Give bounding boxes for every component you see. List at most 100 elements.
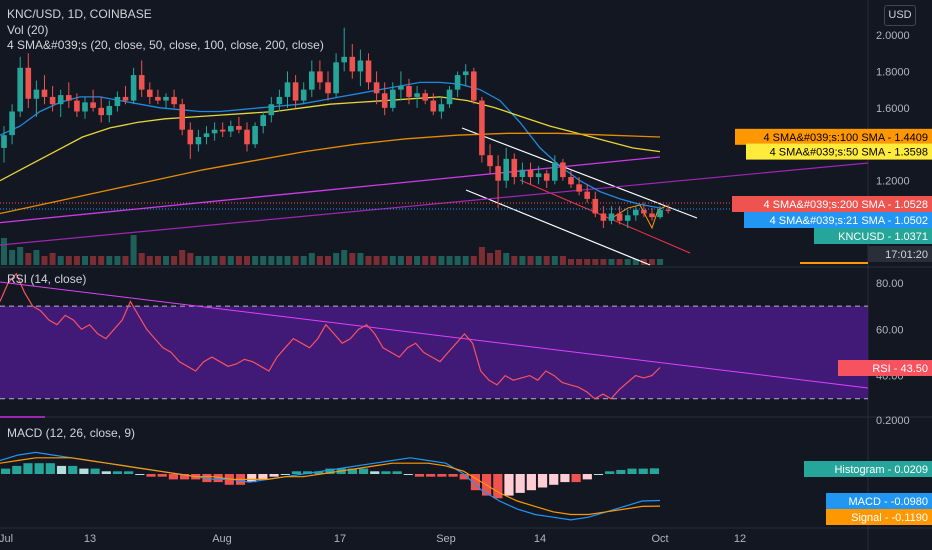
purple-trendline[interactable] [0,162,869,246]
volume-bar [252,256,259,265]
macd-histogram-bar [414,474,425,477]
candle-body [82,102,88,112]
candle-body [122,96,129,101]
candle-body [487,155,493,167]
time-axis-label: 17 [334,533,346,545]
candle-body [236,126,242,130]
time-axis-label: Sep [436,533,456,545]
candle-body [592,198,599,214]
volume-bar [600,259,607,265]
macd-histogram-bar [582,474,592,480]
volume-bar [527,256,534,265]
currency-button[interactable]: USD [884,5,916,26]
macd-histogram-bar [437,474,447,477]
volume-bar [82,256,88,265]
volume-bar [584,259,591,265]
candle-body [317,71,323,83]
candle-body [616,213,623,221]
candle-body [495,166,501,181]
candle-body [325,82,331,94]
drawn-trendlines [0,127,869,266]
price-tags: 4 SMA&#039;s:100 SMA - 1.4409 4 SMA&#039;… [732,128,932,525]
volume-bar [649,259,655,265]
macd-histogram-bar [325,468,335,474]
volume-bar [373,256,380,265]
signal-tag [826,509,932,525]
volume-bar [551,256,558,265]
volume-bar [219,256,226,265]
macd-histogram-bar [168,474,178,480]
price-tick-label: 1.6000 [876,103,910,115]
candle-body [471,71,477,101]
macd-histogram-bar [426,474,436,477]
candle-body [390,89,396,108]
sma-line-1 [0,96,661,182]
candle-body [333,62,339,94]
macd-histogram-bar [616,469,626,474]
time-axis-label: 12 [734,533,746,545]
volume-bar [422,256,429,265]
volume-bar [478,247,485,265]
macd-histogram-bar [358,468,369,474]
candle-body [41,89,48,97]
candle-body [300,89,307,101]
volume-bar [365,256,372,265]
time-axis-label: 13 [84,533,96,545]
volume-bar [511,256,518,265]
macd-pane [0,451,661,521]
sma-line-0 [0,81,661,209]
sma-lines [0,81,661,224]
volume-bar [57,256,64,265]
channel-lower-line[interactable] [465,189,651,266]
volume-bar [122,256,129,265]
pattern-drawing[interactable] [611,204,667,230]
macd-histogram-bar [403,474,413,475]
macd-histogram-bar [258,474,268,480]
volume-bar [608,259,615,265]
macd-histogram-bar [493,474,503,499]
macd-histogram-bar [627,468,637,474]
volume-bar [146,256,153,265]
candle-body [57,95,64,105]
candle-body [155,96,161,101]
candle-body [98,107,104,116]
rsi-tick-label: 80.00 [876,278,904,290]
sma50-tag [746,143,932,160]
candle-body [49,96,56,105]
macd-histogram-bar [1,468,11,474]
sma21-tag-text: 4 SMA&#039;s:21 SMA - 1.0502 [770,215,928,227]
volume-bar [632,259,639,265]
macd-histogram-bar [79,468,89,474]
candle-body [511,158,518,178]
candle-body [17,67,23,112]
candle-body [430,100,437,112]
candle-body [74,100,80,112]
symbol-title: KNC/USD, 1D, COINBASE [7,7,152,21]
candle-body [33,89,40,99]
volume-bars [1,235,664,265]
macd-histogram-bar [303,471,313,474]
volume-bar [357,253,364,265]
macd-histogram-bar [247,474,257,483]
volume-bar [657,259,664,265]
volume-bar [576,259,583,265]
volume-bar [300,256,307,265]
time-axis-label: Jul [0,533,13,545]
volume-bar [195,256,202,265]
macd-histogram-bar [135,474,145,475]
volume-bar [495,250,502,265]
candle-body [584,191,590,199]
macd-tick-label: 0.2000 [876,415,910,427]
volume-bar [130,235,137,265]
candle-body [309,71,315,90]
volume-bar [470,256,477,265]
macd-histogram-bar [515,474,525,493]
volume-bar [41,256,48,265]
candle-body [187,129,194,145]
candle-body [608,213,615,221]
candle-body [195,136,202,145]
candle-body [535,173,542,178]
volume-bar [406,256,412,265]
macd-histogram-bar [560,474,570,483]
